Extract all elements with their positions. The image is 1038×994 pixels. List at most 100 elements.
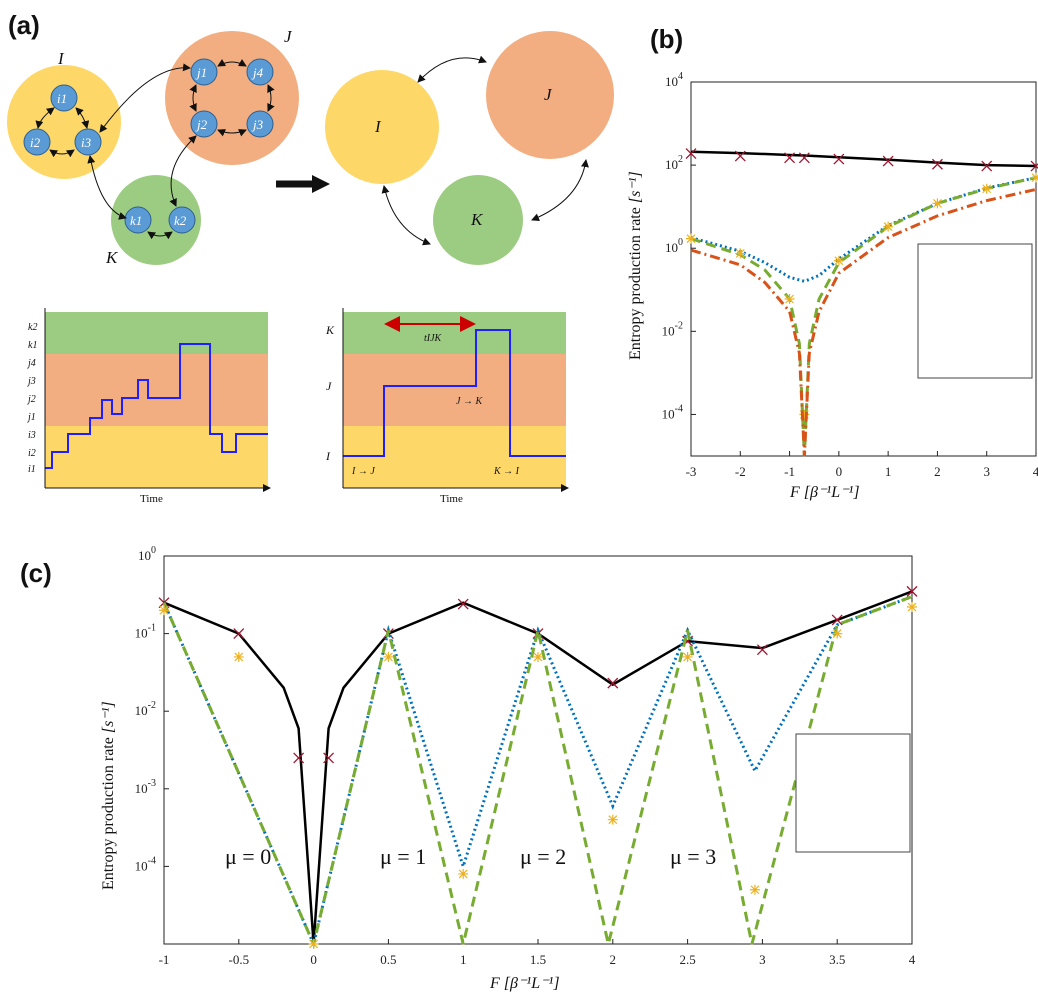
y-tick-label: 10-4 (135, 855, 156, 873)
y-tick-label: 10-2 (662, 320, 683, 338)
plot-b-xlabel: F [β⁻¹L⁻¹] (789, 484, 860, 501)
x-tick-label: 4 (1033, 464, 1038, 479)
series-KLD-line (162, 595, 913, 949)
x-tick-label: -3 (686, 464, 697, 479)
y-tick-label: 104 (665, 71, 683, 89)
state-k-label: K (470, 210, 484, 229)
x-tick-label: -1 (159, 952, 170, 967)
series-opt1-point (833, 153, 845, 165)
node-i2: i2 (30, 135, 41, 150)
panel-a-label: (a) (8, 10, 40, 40)
plot-b-ylabel: Entropy production rate [s⁻¹] (627, 171, 644, 360)
series-2-point (735, 248, 746, 259)
legend-b (917, 243, 1033, 379)
traj-ylabel-i1: i1 (28, 464, 36, 475)
x-tick-label: 0 (836, 464, 843, 479)
x-tick-label: 1 (460, 952, 467, 967)
plot-c-ylabel: Entropy production rate [s⁻¹] (100, 701, 117, 890)
x-tick-label: 2.5 (679, 952, 695, 967)
x-tick-label: 4 (909, 952, 916, 967)
x-tick-label: 0.5 (380, 952, 396, 967)
node-i1: i1 (57, 91, 67, 106)
time-label-right: Time (440, 493, 463, 505)
traj-ylabel-j1: j1 (26, 412, 36, 423)
legend-c (795, 733, 911, 853)
traj-ylabel-i2: i2 (28, 448, 36, 459)
cluster-j-label: J (284, 27, 293, 46)
node-j3: j3 (251, 117, 264, 132)
traj-ylabel-k2: k2 (28, 322, 37, 333)
plot-c-xlabel: F [β⁻¹L⁻¹] (489, 975, 560, 992)
mu-label-0: μ = 0 (225, 844, 271, 869)
series-2-point (383, 651, 394, 662)
cluster-i (7, 65, 121, 179)
x-tick-label: 0 (310, 952, 317, 967)
cluster-j (165, 31, 299, 165)
node-j2: j2 (195, 117, 208, 132)
series-opt1-point (906, 585, 918, 597)
node-j4: j4 (251, 65, 264, 80)
cluster-k-label: K (105, 248, 119, 267)
y-tick-label: 100 (665, 237, 683, 255)
nodes-j: j1 j4 j2 j3 (189, 58, 275, 138)
traj-ylabel-k1: k1 (28, 340, 37, 351)
series-opt1-point (981, 160, 993, 172)
panel-b: (b) -3-2-10123410410210010-210-4σtotσopt… (627, 24, 1038, 501)
state-j-label: J (544, 85, 553, 104)
y-tick-label: 10-1 (135, 623, 156, 641)
series-opt1-point (457, 598, 469, 610)
trajectory-coarse: tIJK K J I I → J J → K K → I Time (325, 308, 569, 505)
series-opt1-point (882, 155, 894, 167)
mu-label-3: μ = 3 (670, 844, 716, 869)
node-j1: j1 (195, 65, 207, 80)
x-tick-label: 1 (885, 464, 892, 479)
time-label-left: Time (140, 493, 163, 505)
series-opt1-point (323, 752, 335, 764)
x-tick-label: -0.5 (229, 952, 250, 967)
x-tick-label: -1 (784, 464, 795, 479)
traj-ylabel-j4: j4 (26, 358, 36, 369)
x-tick-label: 1.5 (530, 952, 546, 967)
x-tick-label: 3.5 (829, 952, 845, 967)
series-2-point (607, 814, 618, 825)
series-opt1-point (734, 150, 746, 162)
series-opt1-point (931, 158, 943, 170)
traj-ylabel-j3: j3 (26, 376, 36, 387)
panel-c: (c) -1 -0.5 0 0.5 1 1.5 2 2.5 3 3.5 4 100 10-1 10-2 10… (20, 545, 918, 992)
node-k1: k1 (130, 213, 142, 228)
series-opt1-point (233, 628, 245, 640)
series-opt1-point (831, 614, 843, 626)
panel-b-label: (b) (650, 24, 683, 54)
series-2-point (233, 651, 244, 662)
series-opt1-point (685, 148, 697, 159)
series-opt1-point (1030, 160, 1038, 172)
series-2-point (749, 884, 760, 895)
series-2-point (832, 628, 843, 639)
traj-ylabel-j2: j2 (26, 394, 36, 405)
series-pp-line (690, 187, 1037, 457)
series-2-point (784, 293, 795, 304)
y-tick-label: 10-4 (662, 403, 683, 421)
series-2-point (533, 651, 543, 662)
series-2-point (981, 183, 992, 194)
series-2-point (799, 409, 810, 420)
y-tick-label: 10-2 (135, 700, 156, 718)
series-2-point (932, 198, 943, 209)
plot-b-frame (690, 81, 1037, 457)
x-tick-label: -2 (735, 464, 746, 479)
traj-ylabel-J: J (326, 379, 332, 393)
state-j (486, 31, 614, 159)
state-i-label: I (374, 117, 382, 136)
cluster-i-label: I (57, 49, 65, 68)
transition-i-j: I → J (351, 466, 375, 477)
series-2-point (907, 602, 917, 613)
x-tick-label: 2 (610, 952, 617, 967)
panel-a: (a) I J K i1 i2 i3 j1 j4 j2 (7, 10, 614, 505)
x-tick-label: 3 (983, 464, 990, 479)
mu-label-1: μ = 1 (380, 844, 426, 869)
series-opt1-point (756, 644, 768, 656)
trajectory-fine: k2 k1 j4 j3 j2 j1 i3 i2 i1 Time (26, 308, 271, 505)
series-2-point (1031, 172, 1038, 183)
series-2-point (686, 233, 696, 244)
